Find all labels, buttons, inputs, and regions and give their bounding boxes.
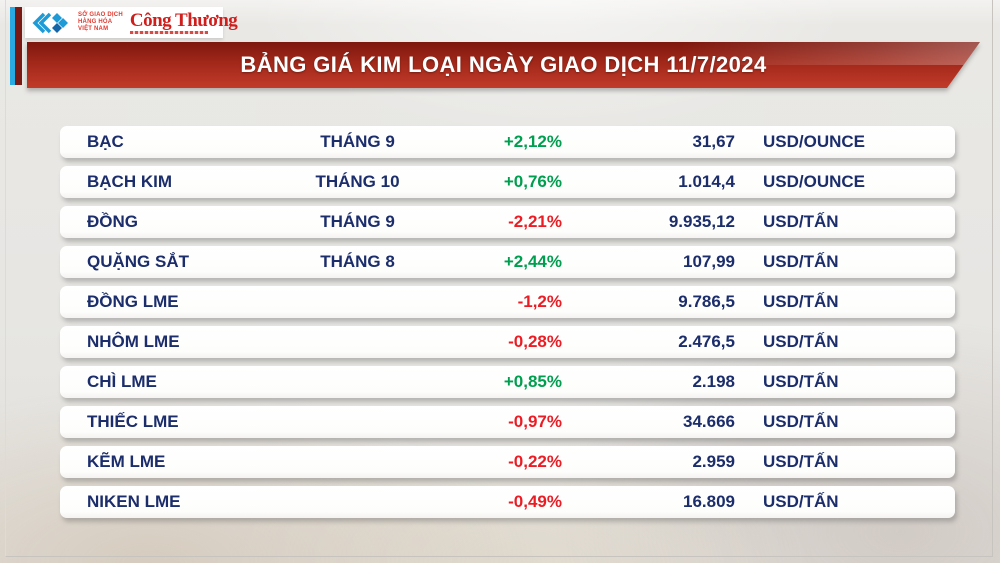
change-percent-cell: -0,28% xyxy=(508,332,562,351)
table-row: QUẶNG SẮT THÁNG 8 +2,44% 107,99 USD/TẤN xyxy=(60,246,955,278)
metal-name-cell: NHÔM LME xyxy=(87,332,180,351)
metal-name-cell: BẠC xyxy=(87,132,124,151)
metal-name-cell: BẠCH KIM xyxy=(87,172,172,191)
metal-name-cell: ĐỒNG xyxy=(87,212,138,231)
change-percent-cell: +2,12% xyxy=(503,132,562,151)
price-unit-cell: USD/OUNCE xyxy=(763,172,866,191)
header-logo-box: SỞ GIAO DỊCH HÀNG HÓA VIỆT NAM Công Thươ… xyxy=(25,7,238,38)
change-percent-cell: -2,21% xyxy=(508,212,562,231)
table-row: CHÌ LME +0,85% 2.198 USD/TẤN xyxy=(60,366,955,398)
price-value-cell: 31,67 xyxy=(692,132,735,151)
congthuong-logo: Công Thương xyxy=(129,10,238,34)
metal-name-cell: KẼM LME xyxy=(87,452,166,471)
table-row: THIẾC LME -0,97% 34.666 USD/TẤN xyxy=(60,406,955,438)
metal-name-cell: CHÌ LME xyxy=(87,372,157,391)
metal-name-cell: NIKEN LME xyxy=(87,492,181,511)
mxv-logo-line-2: HÀNG HÓA xyxy=(78,19,113,25)
mxv-logo-line-3: VIỆT NAM xyxy=(78,26,109,32)
table-row: BẠC THÁNG 9 +2,12% 31,67 USD/OUNCE xyxy=(60,126,955,158)
table-row: NIKEN LME -0,49% 16.809 USD/TẤN xyxy=(60,486,955,518)
change-percent-cell: -0,22% xyxy=(508,452,562,471)
price-unit-cell: USD/TẤN xyxy=(763,332,839,351)
title-banner: BẢNG GIÁ KIM LOẠI NGÀY GIAO DỊCH 11/7/20… xyxy=(27,42,980,88)
accent-bar-cyan xyxy=(10,7,15,85)
price-value-cell: 107,99 xyxy=(683,252,735,271)
price-unit-cell: USD/TẤN xyxy=(763,212,839,231)
title-banner-shape: BẢNG GIÁ KIM LOẠI NGÀY GIAO DỊCH 11/7/20… xyxy=(27,42,980,88)
price-unit-cell: USD/OUNCE xyxy=(763,132,866,151)
price-unit-cell: USD/TẤN xyxy=(763,372,839,391)
price-value-cell: 34.666 xyxy=(683,412,735,431)
price-value-cell: 1.014,4 xyxy=(678,172,735,191)
change-percent-cell: -0,49% xyxy=(508,492,562,511)
metal-name-cell: QUẶNG SẮT xyxy=(87,252,189,271)
contract-month-cell: THÁNG 9 xyxy=(320,132,395,151)
price-value-cell: 9.935,12 xyxy=(668,212,735,231)
congthuong-logo-text: Công Thương xyxy=(129,10,238,31)
price-unit-cell: USD/TẤN xyxy=(763,252,839,271)
price-value-cell: 2.198 xyxy=(692,372,735,391)
change-percent-cell: +0,85% xyxy=(503,372,562,391)
price-unit-cell: USD/TẤN xyxy=(763,492,839,511)
change-percent-cell: +2,44% xyxy=(503,252,562,271)
mxv-logo-line-1: SỞ GIAO DỊCH xyxy=(78,12,123,18)
table-row: BẠCH KIM THÁNG 10 +0,76% 1.014,4 USD/OUN… xyxy=(60,166,955,198)
metal-name-cell: THIẾC LME xyxy=(87,412,179,431)
change-percent-cell: -1,2% xyxy=(517,292,562,311)
table-row: ĐỒNG LME -1,2% 9.786,5 USD/TẤN xyxy=(60,286,955,318)
accent-bar-maroon xyxy=(15,7,22,85)
price-unit-cell: USD/TẤN xyxy=(763,292,839,311)
contract-month-cell: THÁNG 8 xyxy=(320,252,395,271)
change-percent-cell: -0,97% xyxy=(508,412,562,431)
contract-month-cell: THÁNG 10 xyxy=(315,172,400,191)
price-unit-cell: USD/TẤN xyxy=(763,452,839,471)
price-value-cell: 9.786,5 xyxy=(678,292,735,311)
contract-month-cell: THÁNG 9 xyxy=(320,212,395,231)
price-table: BẠC THÁNG 9 +2,12% 31,67 USD/OUNCE BẠCH … xyxy=(60,126,955,526)
change-percent-cell: +0,76% xyxy=(503,172,562,191)
table-row: NHÔM LME -0,28% 2.476,5 USD/TẤN xyxy=(60,326,955,358)
page-title: BẢNG GIÁ KIM LOẠI NGÀY GIAO DỊCH 11/7/20… xyxy=(240,52,767,77)
price-value-cell: 2.476,5 xyxy=(678,332,735,351)
mxv-logo-icon xyxy=(32,12,68,33)
price-value-cell: 2.959 xyxy=(692,452,735,471)
mxv-logo-text: SỞ GIAO DỊCH HÀNG HÓA VIỆT NAM xyxy=(78,12,123,33)
table-row: ĐỒNG THÁNG 9 -2,21% 9.935,12 USD/TẤN xyxy=(60,206,955,238)
price-value-cell: 16.809 xyxy=(683,492,735,511)
table-row: KẼM LME -0,22% 2.959 USD/TẤN xyxy=(60,446,955,478)
congthuong-tagline-strip xyxy=(129,31,208,34)
metal-name-cell: ĐỒNG LME xyxy=(87,292,179,311)
price-unit-cell: USD/TẤN xyxy=(763,412,839,431)
